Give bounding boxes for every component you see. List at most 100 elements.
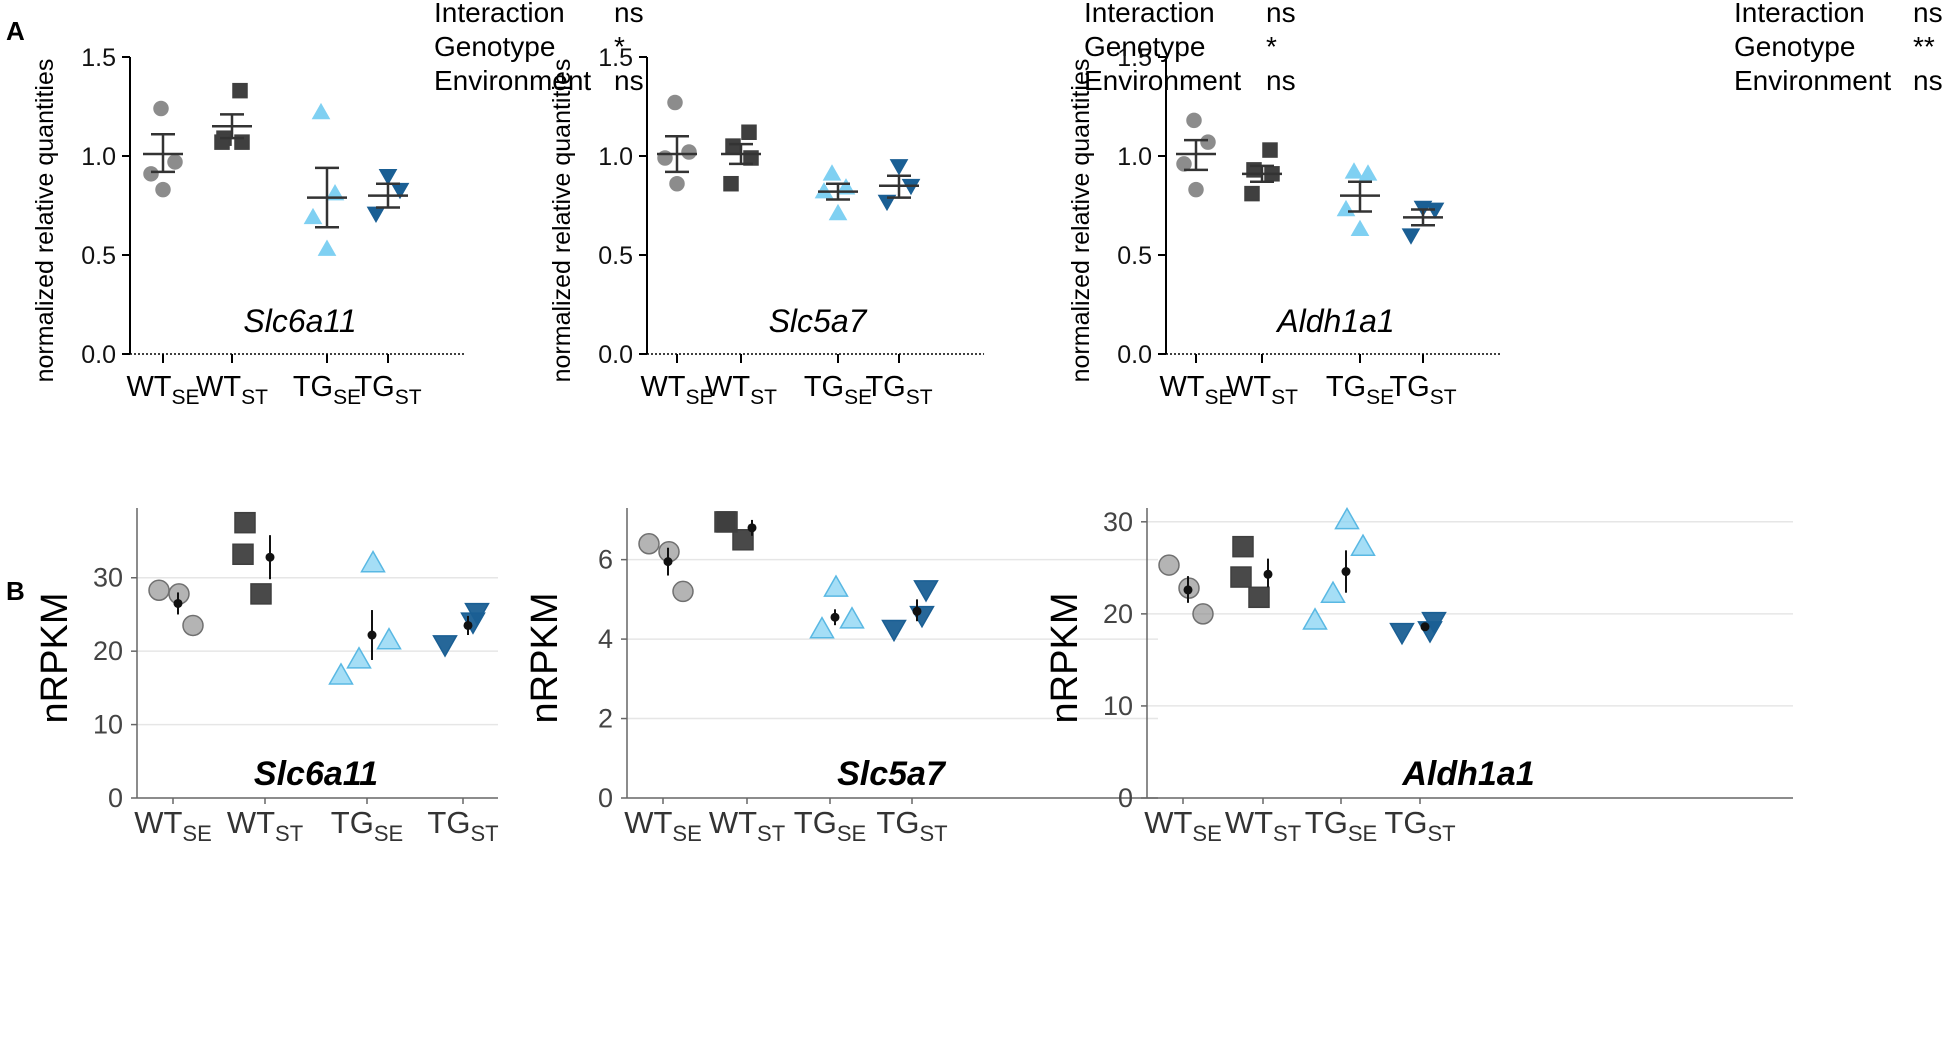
data-point (143, 166, 159, 182)
stat-value: ns (1913, 65, 1943, 96)
data-point (1350, 219, 1370, 237)
mean-dot (830, 612, 840, 622)
y-axis-label: normalized relative quantities (1067, 59, 1095, 383)
data-point (376, 627, 402, 650)
mean-dot (463, 620, 473, 630)
mean-dot (367, 630, 377, 640)
y-tick-label: 1.5 (598, 44, 633, 72)
category-label: TGST (1389, 371, 1456, 409)
data-point (1358, 164, 1378, 181)
stat-value: ** (1913, 31, 1935, 62)
chart-b-2: 0 2 4 6 nRPKM WTSE WTST TGSE TGST Slc5a7 (524, 508, 1158, 846)
data-point (1344, 162, 1364, 179)
gene-title: Aldh1a1 (1401, 755, 1534, 793)
mean-dot (265, 552, 275, 562)
stats-block-3: Interaction ns Genotype ** Environment ns (1734, 0, 1943, 96)
chart-a-3: 0.0 0.5 1.0 1.5 normalized relative quantiti… (1067, 44, 1502, 409)
gene-title: Slc6a11 (243, 303, 356, 339)
category-label: WTST (1226, 371, 1298, 409)
mean-dot (747, 523, 757, 533)
data-point (182, 614, 204, 637)
data-point (1336, 199, 1356, 217)
stat-label: Interaction (434, 0, 565, 28)
category-label: TGSE (293, 371, 361, 409)
y-tick-label: 0.0 (598, 341, 633, 369)
stats-block-2: Interaction ns Genotype * Environment ns (1084, 0, 1296, 96)
stat-label: Genotype (1734, 31, 1855, 62)
data-point (638, 533, 660, 555)
data-point (681, 144, 697, 160)
data-point (366, 206, 386, 223)
category-label: WTSE (126, 371, 199, 409)
y-tick-label: 4 (598, 624, 613, 654)
data-point (346, 646, 372, 669)
category-label: WTST (196, 371, 268, 409)
category-label: TGST (876, 805, 947, 846)
category-label: WTSE (134, 805, 212, 846)
y-tick-label: 2 (598, 704, 613, 734)
stat-label: Interaction (1734, 0, 1865, 28)
y-tick-label: 0.5 (1117, 242, 1152, 270)
y-tick-label: 6 (598, 545, 613, 575)
data-point (1334, 506, 1360, 530)
gene-title: Aldh1a1 (1275, 303, 1394, 339)
category-label: WTST (227, 805, 303, 846)
data-point (1320, 580, 1346, 603)
data-point (317, 239, 337, 256)
panel-label-a: A (6, 16, 25, 46)
data-point (828, 203, 848, 221)
y-tick-label: 0.5 (598, 242, 633, 270)
data-point (881, 619, 907, 643)
data-point (1389, 622, 1415, 646)
gene-title: Slc6a11 (254, 755, 378, 793)
data-point (432, 635, 458, 658)
data-point (1186, 112, 1202, 129)
data-point (311, 102, 331, 120)
data-point (360, 550, 386, 573)
data-point (155, 181, 171, 198)
y-tick-label: 1.0 (1117, 143, 1152, 171)
y-tick-label: 20 (93, 636, 123, 666)
stat-value: * (1266, 31, 1277, 62)
data-point (839, 606, 865, 629)
y-tick-label: 1.0 (81, 143, 116, 171)
data-point (1192, 603, 1214, 625)
data-point (303, 207, 323, 225)
data-point (823, 574, 849, 597)
data-point (822, 164, 842, 181)
data-point (1188, 181, 1204, 198)
data-point (232, 82, 248, 99)
data-point (732, 529, 754, 551)
data-point (1350, 533, 1376, 557)
data-point (667, 94, 683, 111)
mean-dot (173, 598, 183, 608)
category-label: TGSE (804, 371, 872, 409)
stat-label: Environment (1734, 65, 1891, 96)
chart-a-2: 0.0 0.5 1.0 1.5 normalized relative quantiti… (548, 44, 985, 409)
data-point (1230, 566, 1252, 588)
stat-value: ns (1913, 0, 1943, 28)
mean-dot (912, 606, 922, 616)
data-point (328, 662, 354, 685)
category-label: TGST (865, 371, 932, 409)
data-point (325, 184, 345, 201)
data-point (232, 543, 254, 566)
y-tick-label: 0 (598, 783, 613, 813)
y-tick-label: 1.5 (1117, 44, 1152, 72)
category-label: TGSE (331, 805, 403, 846)
chart-b-1: 0 10 20 30 nRPKM WTSE WTST TGSE TGST Slc6a11 (34, 508, 499, 846)
category-label: TGST (354, 371, 421, 409)
y-tick-label: 30 (1103, 507, 1133, 537)
category-label: WTST (709, 805, 785, 846)
stat-value: ns (1266, 0, 1296, 28)
data-point (723, 175, 739, 192)
data-point (234, 511, 256, 534)
category-label: TGSE (1305, 805, 1377, 846)
category-label: TGSE (1326, 371, 1394, 409)
y-tick-label: 1.5 (81, 44, 116, 72)
data-point (378, 169, 398, 186)
data-point (809, 616, 835, 639)
stat-value: ns (1266, 65, 1296, 96)
gene-title: Slc5a7 (837, 755, 947, 793)
